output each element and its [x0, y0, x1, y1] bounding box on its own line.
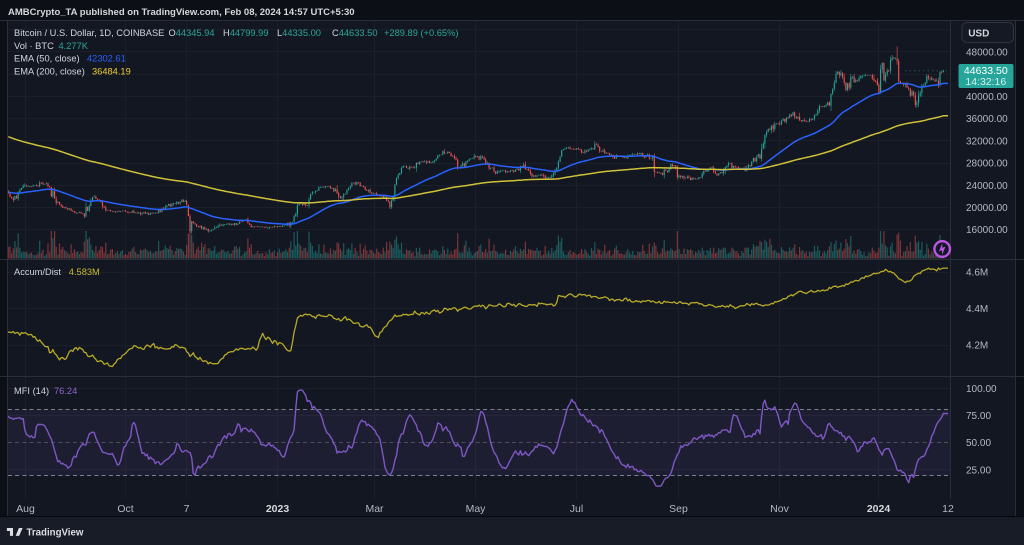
svg-text:12: 12 [942, 503, 954, 515]
svg-text:36000.00: 36000.00 [966, 114, 1008, 125]
svg-text:28000.00: 28000.00 [966, 159, 1008, 170]
svg-text:4.277K: 4.277K [59, 41, 89, 51]
svg-text:C44633.50: C44633.50 [332, 28, 378, 38]
svg-text:75.00: 75.00 [966, 411, 991, 422]
svg-text:Vol · BTC: Vol · BTC [14, 41, 54, 51]
svg-text:4.583M: 4.583M [69, 267, 100, 277]
svg-text:Bitcoin / U.S. Dollar, 1D, COI: Bitcoin / U.S. Dollar, 1D, COINBASE [14, 28, 164, 38]
svg-text:16000.00: 16000.00 [966, 225, 1008, 236]
svg-text:EMA (200, close): EMA (200, close) [14, 66, 85, 76]
svg-text:24000.00: 24000.00 [966, 181, 1008, 192]
svg-text:44633.50: 44633.50 [964, 65, 1008, 77]
svg-text:7: 7 [184, 503, 190, 515]
svg-text:2024: 2024 [867, 503, 891, 515]
svg-text:TradingView: TradingView [27, 527, 84, 538]
svg-text:Oct: Oct [117, 503, 133, 515]
svg-text:100.00: 100.00 [966, 384, 997, 395]
svg-text:H44799.99: H44799.99 [223, 28, 269, 38]
svg-text:32000.00: 32000.00 [966, 136, 1008, 147]
svg-text:May: May [466, 503, 487, 515]
svg-text:USD: USD [968, 28, 989, 39]
svg-text:50.00: 50.00 [966, 438, 991, 449]
svg-text:O44345.94: O44345.94 [169, 28, 215, 38]
svg-text:Aug: Aug [16, 503, 35, 515]
svg-text:48000.00: 48000.00 [966, 48, 1008, 59]
svg-text:EMA (50, close): EMA (50, close) [14, 54, 80, 64]
svg-text:25.00: 25.00 [966, 465, 991, 476]
svg-text:+289.89 (+0.65%): +289.89 (+0.65%) [384, 28, 458, 38]
svg-text:2023: 2023 [266, 503, 290, 515]
svg-text:MFI (14): MFI (14) [14, 386, 49, 396]
svg-text:Jul: Jul [570, 503, 583, 515]
svg-text:14:32:16: 14:32:16 [965, 76, 1006, 88]
svg-text:Sep: Sep [669, 503, 688, 515]
svg-text:40000.00: 40000.00 [966, 92, 1008, 103]
svg-text:4.4M: 4.4M [966, 304, 988, 315]
svg-text:36484.19: 36484.19 [92, 66, 131, 76]
svg-text:L44335.00: L44335.00 [277, 28, 321, 38]
svg-text:76.24: 76.24 [54, 386, 77, 396]
svg-text:Accum/Dist: Accum/Dist [14, 267, 61, 277]
svg-text:42302.61: 42302.61 [87, 54, 126, 64]
svg-text:4.6M: 4.6M [966, 268, 988, 279]
svg-text:4.2M: 4.2M [966, 341, 988, 352]
svg-text:AMBCrypto_TA published on Trad: AMBCrypto_TA published on TradingView.co… [8, 7, 355, 18]
svg-text:20000.00: 20000.00 [966, 203, 1008, 214]
svg-text:Mar: Mar [365, 503, 384, 515]
svg-text:Nov: Nov [770, 503, 789, 515]
